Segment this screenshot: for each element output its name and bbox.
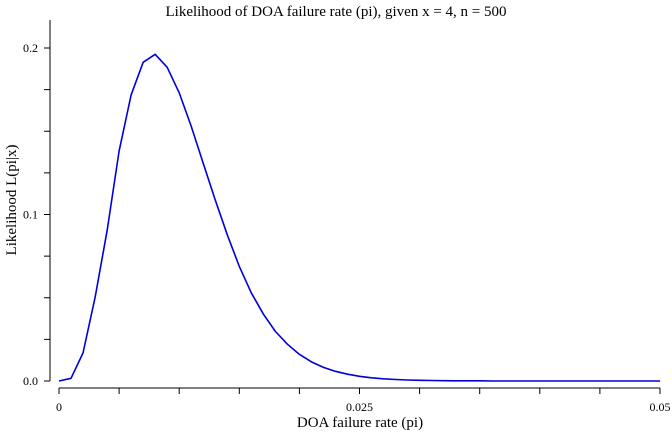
y-tick-label: 0.2	[23, 41, 38, 55]
y-axis-label: Likelihood L(pi|x)	[4, 145, 20, 256]
x-tick-label: 0.05	[650, 400, 671, 414]
chart-title: Likelihood of DOA failure rate (pi), giv…	[165, 4, 506, 20]
likelihood-series-line	[58, 53, 660, 382]
series-layer	[58, 53, 660, 382]
x-axis: 0 0.025 0.05	[56, 387, 671, 414]
x-axis-label: DOA failure rate (pi)	[297, 415, 423, 431]
y-tick-label: 0.0	[23, 374, 38, 388]
y-tick-label: 0.1	[23, 208, 38, 222]
y-axis: 0.0 0.1 0.2	[23, 20, 51, 388]
x-tick-label: 0.025	[346, 400, 373, 414]
x-tick-label: 0	[56, 400, 62, 414]
